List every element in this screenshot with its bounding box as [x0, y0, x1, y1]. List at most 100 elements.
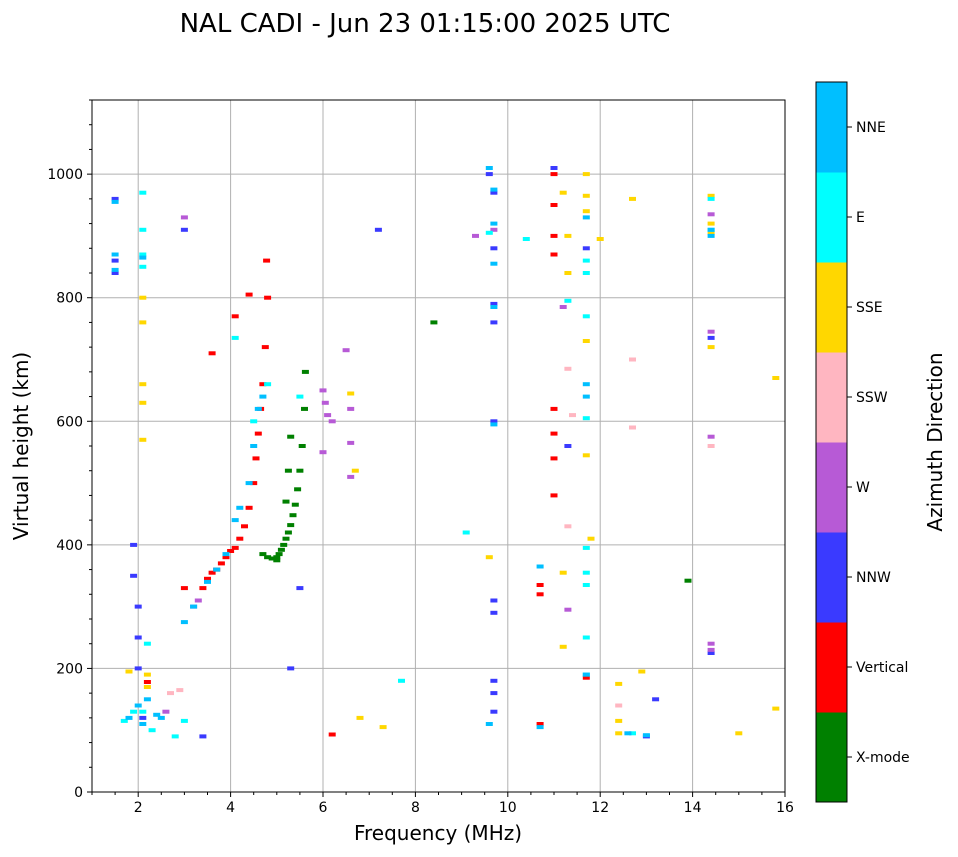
data-point-sse: [707, 221, 715, 226]
data-point-nnw: [134, 635, 142, 640]
data-point-vertical: [582, 675, 590, 680]
y-tick-label: 800: [56, 291, 83, 307]
data-point-nnw: [296, 586, 304, 591]
data-point-x-mode: [289, 513, 297, 518]
data-point-vertical: [245, 292, 253, 297]
colorbar-segments: [816, 82, 847, 803]
data-point-ssw: [167, 691, 174, 696]
data-point-sse: [139, 382, 147, 387]
x-tick-label: 12: [591, 800, 609, 816]
data-point-nne: [536, 725, 544, 730]
data-point-e: [148, 728, 156, 733]
data-point-w: [472, 233, 479, 238]
plot-frame: [92, 100, 785, 792]
data-point-vertical: [254, 431, 262, 436]
data-point-vertical: [550, 406, 558, 411]
data-point-vertical: [143, 680, 151, 684]
data-point-sse: [125, 669, 133, 674]
data-point-x-mode: [259, 552, 267, 557]
data-point-e: [707, 196, 715, 201]
colorbar-label: NNW: [856, 570, 891, 586]
colorbar-label: W: [856, 480, 870, 496]
data-point-sse: [638, 669, 646, 674]
data-point-vertical: [264, 295, 272, 300]
data-point-e: [564, 298, 572, 303]
data-point-sse: [559, 644, 567, 649]
data-point-nne: [707, 227, 715, 232]
data-point-nne: [582, 394, 590, 399]
data-point-sse: [564, 233, 572, 238]
data-point-nne: [536, 564, 544, 569]
grid-lines: [92, 100, 786, 793]
data-point-nnw: [490, 190, 498, 195]
data-point-e: [120, 718, 128, 723]
data-point-ssw: [569, 413, 576, 418]
colorbar-label: SSW: [856, 390, 888, 406]
data-point-sse: [139, 437, 147, 442]
data-point-nnw: [490, 598, 498, 603]
data-point-w: [328, 419, 336, 424]
data-point-nnw: [134, 666, 142, 671]
data-point-x-mode: [284, 530, 292, 535]
x-tick-label: 14: [684, 800, 702, 816]
data-point-nne: [490, 261, 498, 266]
data-point-vertical: [550, 172, 558, 177]
data-point-ssw: [615, 703, 623, 708]
data-point-vertical: [328, 732, 336, 737]
data-point-e: [582, 635, 590, 640]
data-point-vertical: [536, 583, 544, 587]
data-point-w: [342, 348, 350, 353]
data-point-vertical: [263, 258, 271, 263]
data-point-e: [629, 731, 636, 736]
data-point-nne: [582, 672, 590, 677]
data-point-sse: [143, 672, 151, 677]
data-point-e: [139, 709, 147, 714]
colorbar-segment-nne: [816, 82, 847, 173]
data-points: [111, 166, 780, 739]
data-point-x-mode: [287, 434, 295, 439]
x-tick-label: 16: [776, 800, 794, 816]
data-point-x-mode: [268, 556, 276, 561]
data-point-nne: [250, 444, 258, 448]
data-point-sse: [707, 345, 715, 350]
data-point-vertical: [231, 314, 239, 319]
data-point-vertical: [231, 545, 239, 550]
data-point-e: [582, 271, 590, 275]
colorbar: X-mode Vertical NNW W SSW SSE E NNE Azimuth Dir…: [815, 81, 947, 803]
x-axis-ticks: 2 4 6 8 10 12 14 16: [91, 792, 794, 816]
colorbar-label: X-mode: [856, 750, 910, 766]
data-point-nne: [485, 722, 493, 726]
colorbar-border: [815, 81, 848, 803]
data-point-x-mode: [277, 547, 285, 552]
data-point-nne: [190, 604, 198, 609]
data-point-sse: [629, 196, 636, 201]
data-point-w: [707, 641, 715, 646]
data-point-nne: [180, 620, 188, 625]
data-point-e: [231, 335, 239, 340]
data-point-nne: [139, 722, 147, 726]
data-point-nne: [490, 187, 498, 192]
data-point-w: [194, 598, 202, 603]
data-point-vertical: [208, 570, 216, 575]
data-point-sse: [615, 718, 623, 723]
data-point-nnw: [180, 227, 188, 232]
data-point-ssw: [564, 524, 572, 529]
data-point-w: [490, 227, 498, 232]
colorbar-segment-nnw: [816, 532, 847, 623]
data-point-w: [564, 607, 572, 612]
data-point-nne: [111, 199, 119, 204]
data-point-ssw: [564, 366, 572, 371]
colorbar-title: Azimuth Direction: [923, 352, 947, 531]
data-point-e: [143, 641, 151, 646]
data-point-vertical: [204, 576, 211, 581]
colorbar-label: E: [856, 210, 865, 226]
data-point-ssw: [629, 357, 636, 362]
data-point-sse: [615, 681, 623, 686]
data-point-sse: [564, 271, 572, 275]
data-point-w: [319, 388, 327, 393]
x-tick-label: 6: [319, 800, 328, 816]
data-point-nne: [490, 305, 498, 309]
data-point-e: [582, 583, 590, 587]
data-point-e: [582, 258, 590, 263]
y-tick-label: 1000: [47, 167, 83, 183]
